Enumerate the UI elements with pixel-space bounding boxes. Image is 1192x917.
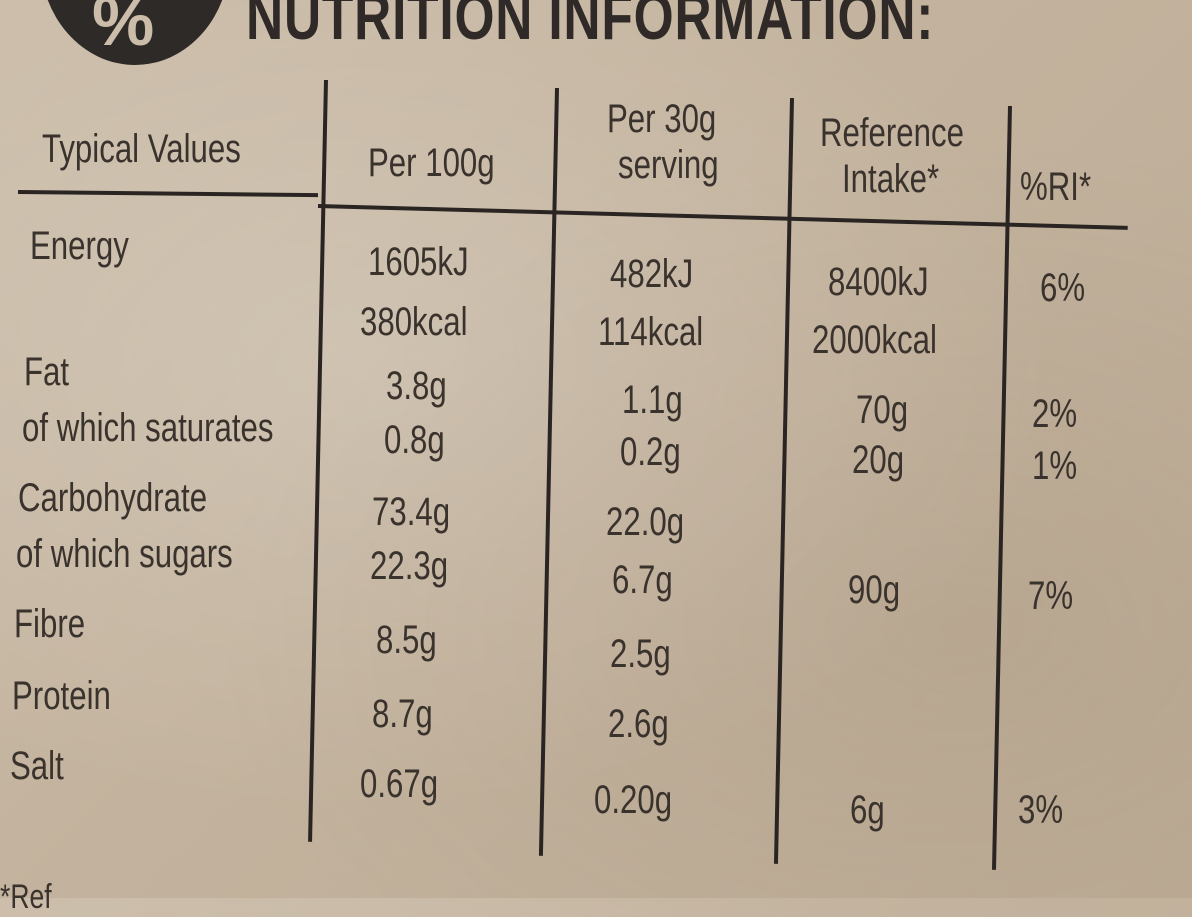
- sugars-percent-ri: 7%: [1028, 574, 1074, 618]
- row-label-sugars: of which sugars: [16, 532, 233, 576]
- fibre-per100: 8.5g: [376, 618, 437, 662]
- column-divider: [538, 87, 559, 856]
- nutrition-label: % NUTRITION INFORMATION: Typical Values …: [0, 0, 1128, 916]
- carbohydrate-per30: 22.0g: [606, 500, 685, 544]
- header-per-30g: Per 30g: [607, 97, 717, 141]
- column-divider: [992, 105, 1012, 870]
- header-serving: serving: [618, 143, 719, 187]
- page-title: NUTRITION INFORMATION:: [246, 0, 935, 53]
- row-label-protein: Protein: [12, 674, 111, 718]
- energy-per100-kj: 1605kJ: [368, 240, 469, 284]
- fibre-per30: 2.5g: [610, 632, 671, 676]
- energy-ri-kj: 8400kJ: [828, 260, 929, 304]
- header-reference: Reference: [820, 111, 964, 155]
- fat-per100: 3.8g: [386, 364, 447, 408]
- saturates-per100: 0.8g: [384, 418, 445, 462]
- fat-per30: 1.1g: [622, 378, 683, 422]
- salt-ri: 6g: [850, 788, 885, 832]
- header-divider: [17, 190, 319, 198]
- sugars-per100: 22.3g: [370, 544, 449, 588]
- fat-percent-ri: 2%: [1032, 392, 1078, 436]
- row-label-fibre: Fibre: [14, 602, 86, 646]
- energy-ri-kcal: 2000kcal: [812, 318, 937, 362]
- header-typical-values: Typical Values: [42, 127, 241, 171]
- header-per-100g: Per 100g: [368, 141, 495, 185]
- salt-per30: 0.20g: [594, 778, 673, 822]
- sugars-ri: 90g: [848, 568, 901, 612]
- energy-per100-kcal: 380kcal: [360, 300, 468, 344]
- header-percent-ri: %RI*: [1020, 165, 1092, 209]
- percent-symbol: %: [92, 0, 155, 60]
- fat-ri: 70g: [856, 388, 909, 432]
- energy-percent-ri: 6%: [1040, 266, 1086, 310]
- saturates-percent-ri: 1%: [1032, 444, 1078, 488]
- salt-percent-ri: 3%: [1018, 788, 1064, 832]
- energy-per30-kj: 482kJ: [610, 252, 694, 296]
- carbohydrate-per100: 73.4g: [372, 490, 451, 534]
- row-label-carbohydrate: Carbohydrate: [18, 476, 208, 520]
- column-divider: [773, 97, 794, 864]
- protein-per100: 8.7g: [372, 692, 433, 736]
- energy-per30-kcal: 114kcal: [598, 310, 704, 354]
- row-label-fat: Fat: [24, 350, 70, 394]
- row-label-saturates: of which saturates: [22, 406, 274, 450]
- row-label-salt: Salt: [10, 744, 64, 788]
- saturates-ri: 20g: [852, 438, 905, 482]
- sugars-per30: 6.7g: [612, 558, 673, 602]
- saturates-per30: 0.2g: [620, 430, 681, 474]
- protein-per30: 2.6g: [608, 702, 669, 746]
- salt-per100: 0.67g: [360, 762, 439, 806]
- header-intake: Intake*: [842, 157, 940, 201]
- row-label-energy: Energy: [30, 224, 129, 268]
